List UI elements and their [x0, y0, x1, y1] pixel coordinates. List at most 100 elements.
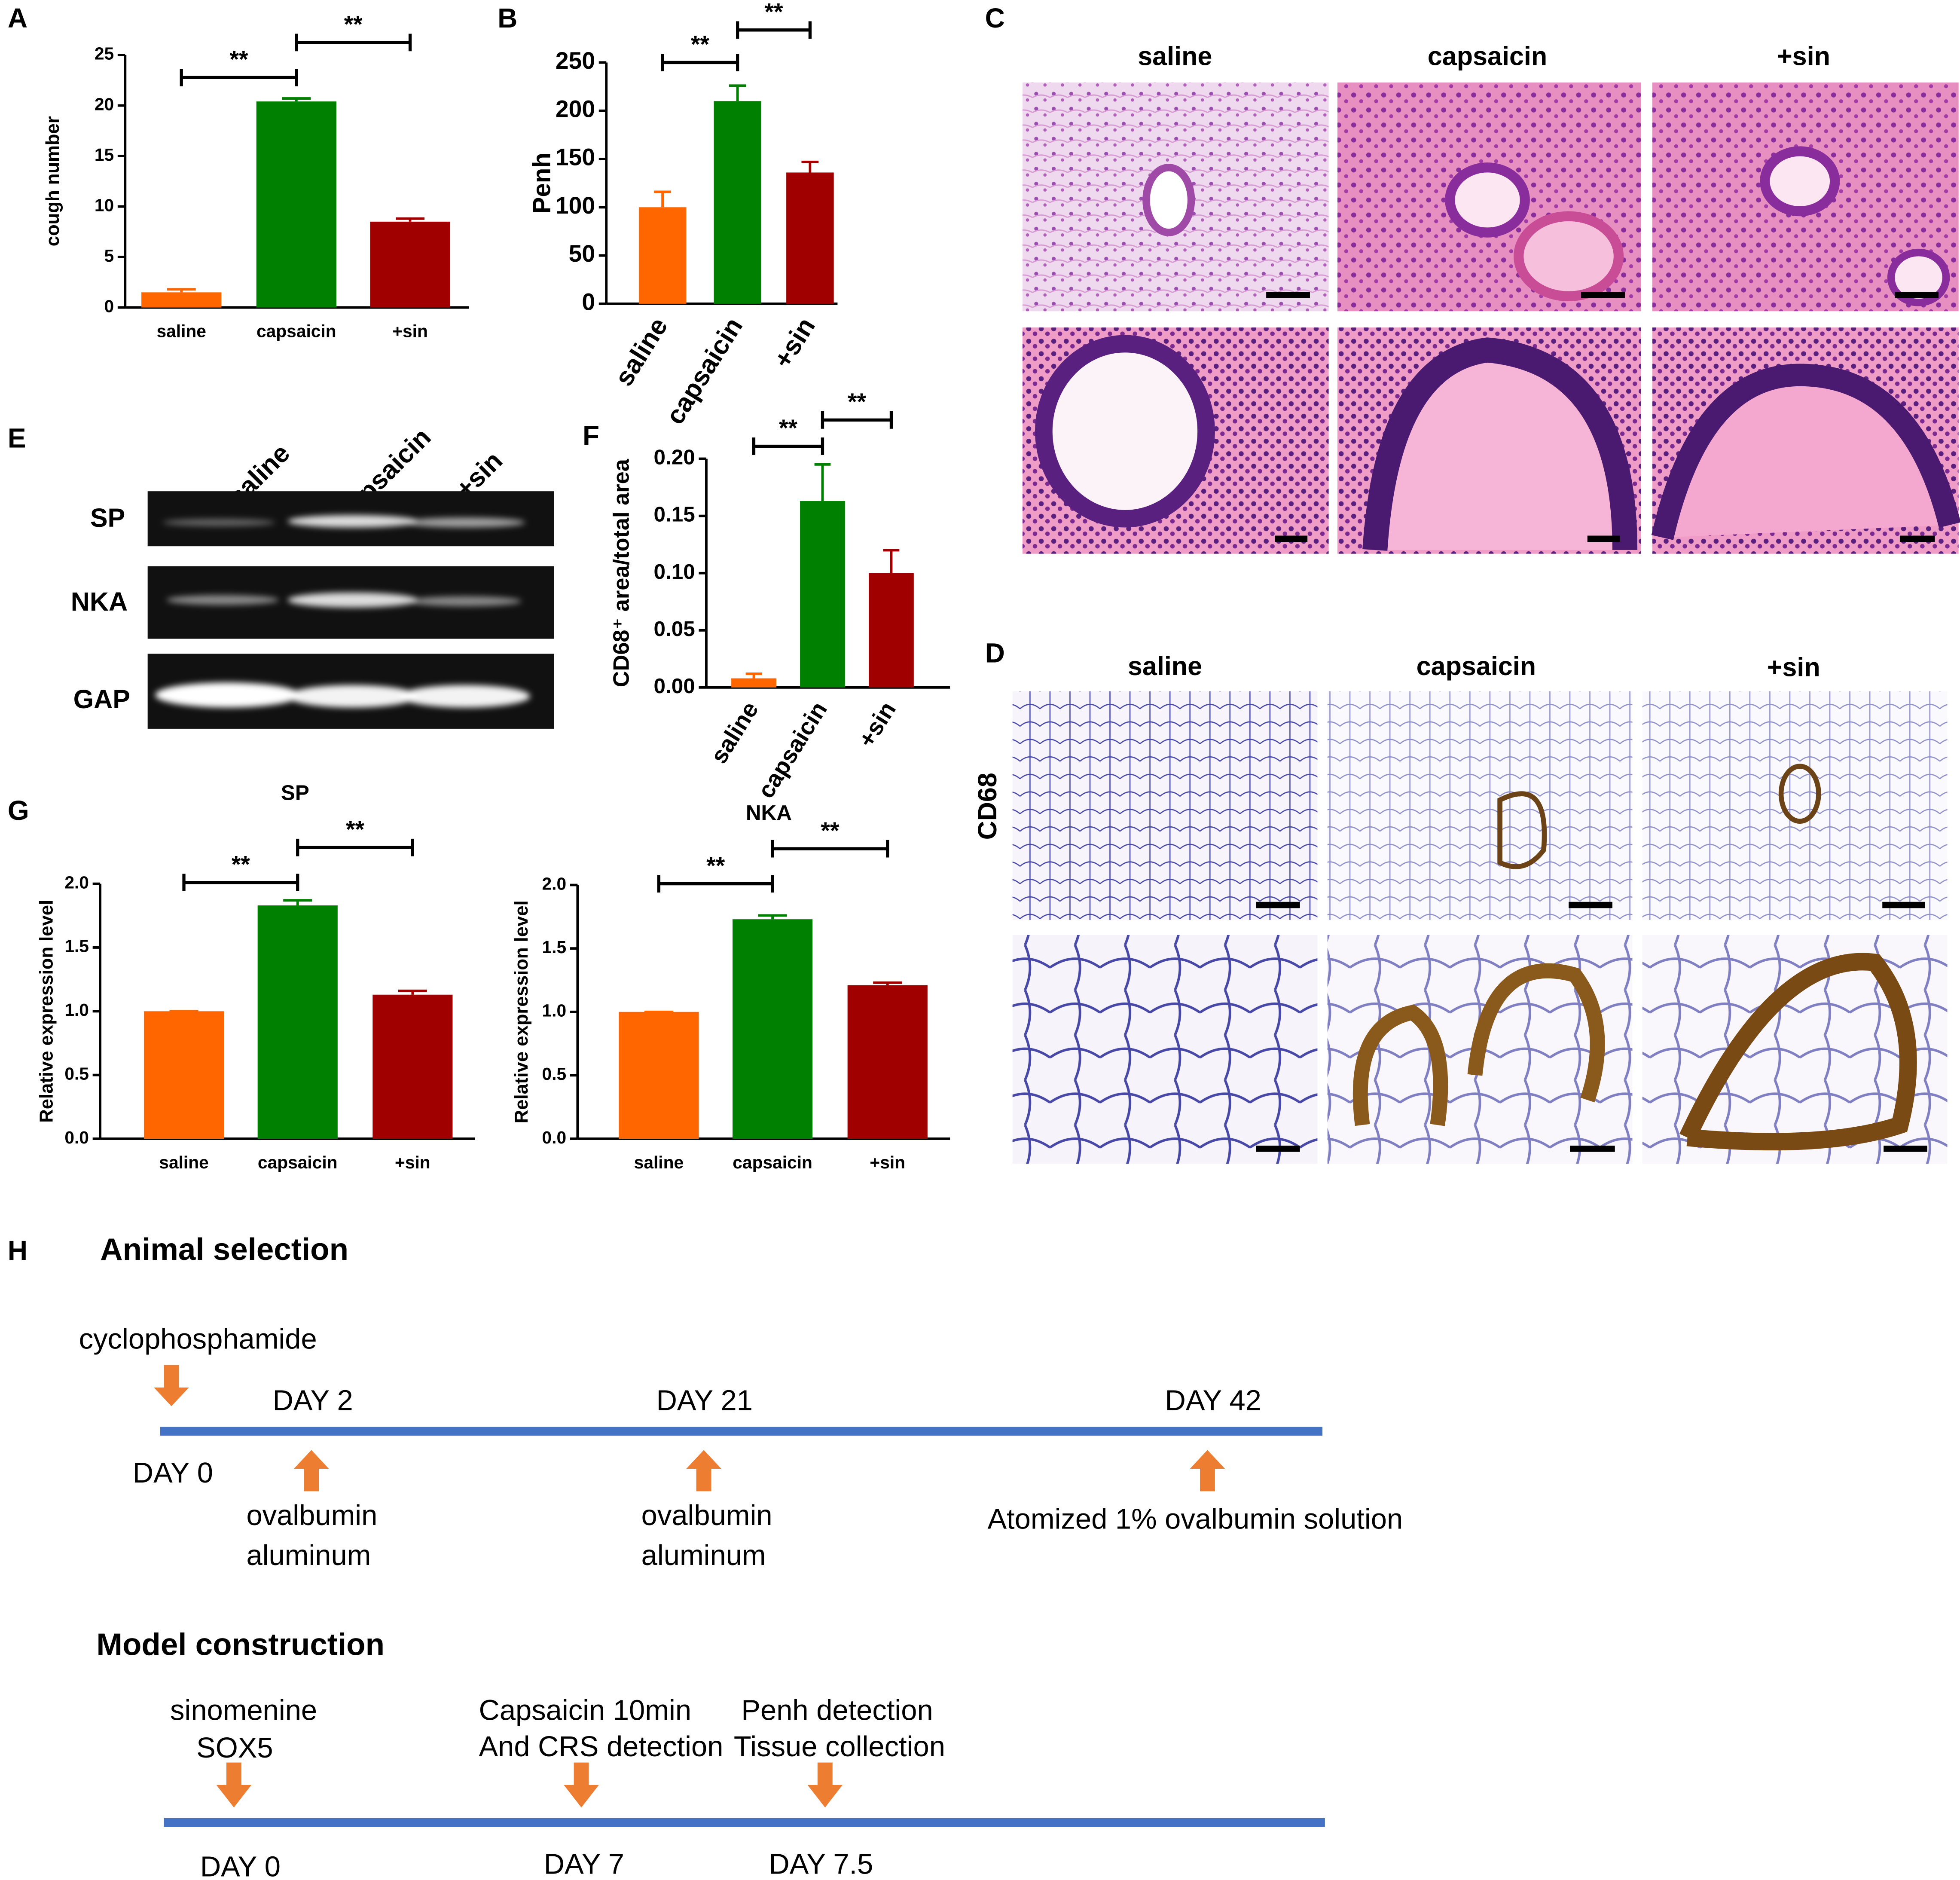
y-tick-label: 200 — [556, 95, 595, 122]
panel-label: A — [8, 3, 27, 34]
x-tick-label: +sin — [392, 321, 428, 341]
error-bar — [745, 673, 762, 679]
x-tick-label: capsaicin — [752, 697, 832, 803]
y-tick-label: 0.10 — [654, 560, 695, 584]
chart-title: NKA — [746, 801, 792, 825]
significance-bracket — [771, 840, 889, 858]
bar — [786, 172, 834, 304]
bar — [370, 221, 450, 308]
y-tick-label: 15 — [95, 145, 114, 165]
row-label: NKA — [71, 587, 128, 616]
y-tick-label: 0 — [104, 296, 114, 316]
bar — [143, 1011, 224, 1139]
panel-label: D — [985, 638, 1005, 669]
significance-label: ** — [346, 816, 365, 843]
bar — [714, 101, 761, 304]
error-bar — [398, 989, 427, 995]
x-tick-label: capsaicin — [733, 1152, 812, 1172]
bar — [847, 985, 928, 1139]
significance-label: ** — [706, 852, 725, 879]
panel-label: G — [8, 795, 29, 826]
error-bar — [282, 97, 311, 102]
bar — [372, 994, 453, 1139]
bar — [638, 207, 687, 304]
error-bar — [814, 463, 831, 501]
bar — [869, 573, 914, 688]
event-label: ovalbumin — [641, 1499, 772, 1532]
x-tick-label: saline — [705, 697, 763, 768]
y-tick-label: 0.0 — [64, 1128, 89, 1147]
error-bar — [729, 84, 746, 101]
error-bar — [758, 914, 787, 920]
y-axis-label: CD68⁺ area/total area — [609, 459, 634, 687]
event-label: aluminum — [641, 1539, 766, 1571]
y-tick-label: 0 — [582, 288, 595, 315]
y-tick-label: 100 — [556, 192, 595, 219]
bar — [256, 101, 336, 308]
y-tick-label: 0.05 — [654, 617, 695, 641]
event-label: aluminum — [246, 1539, 371, 1571]
significance-bracket — [752, 437, 824, 455]
significance-label: ** — [344, 11, 363, 38]
y-tick-label: 0.20 — [654, 446, 695, 469]
significance-bracket — [821, 411, 893, 429]
x-tick-label: +sin — [768, 312, 821, 373]
error-bar — [167, 288, 196, 293]
y-axis-label: Relative expression level — [37, 900, 57, 1123]
arrows — [216, 1762, 843, 1808]
day-label: DAY 0 — [133, 1457, 213, 1489]
x-tick-label: saline — [159, 1152, 208, 1172]
day-label: DAY 21 — [656, 1384, 753, 1416]
significance-bracket — [661, 54, 739, 71]
ihc-micrographs — [1012, 691, 1948, 1164]
significance-bracket — [296, 838, 414, 856]
error-bar — [283, 899, 312, 906]
y-tick-label: 50 — [569, 240, 595, 267]
day-label: DAY 0 — [200, 1850, 281, 1880]
y-axis-label: cough number — [43, 116, 63, 246]
day-label: DAY 2 — [273, 1384, 353, 1416]
bar — [141, 292, 222, 308]
bar — [731, 678, 776, 688]
panel-label: F — [583, 420, 599, 451]
y-tick-label: 0.5 — [542, 1064, 567, 1084]
section-title: Animal selection — [100, 1232, 348, 1267]
significance-bracket — [180, 68, 298, 86]
bar — [733, 919, 813, 1139]
significance-bracket — [736, 21, 812, 39]
column-title: +sin — [1767, 653, 1820, 682]
column-title: capsaicin — [1428, 41, 1547, 70]
panel-label: B — [498, 3, 517, 34]
event-label: cyclophosphamide — [79, 1323, 317, 1355]
panel-label: C — [985, 3, 1005, 34]
x-tick-label: saline — [156, 321, 206, 341]
significance-label: ** — [230, 46, 249, 73]
section-title: Model construction — [96, 1627, 385, 1662]
arrows — [154, 1365, 1225, 1492]
y-tick-label: 0.15 — [654, 503, 695, 526]
error-bar — [883, 549, 900, 573]
x-tick-label: +sin — [853, 697, 901, 752]
error-bar — [654, 190, 672, 208]
event-label: And CRS detection — [479, 1730, 724, 1763]
event-label: Penh detection — [741, 1694, 933, 1727]
y-tick-label: 20 — [95, 94, 114, 114]
he-micrographs — [1022, 82, 1960, 554]
western-blot — [147, 491, 554, 729]
timeline: Animal selection cyclophosphamide DAY 0 … — [79, 1232, 1403, 1880]
y-tick-label: 1.0 — [64, 1000, 89, 1020]
error-bar — [873, 981, 902, 985]
error-bar — [396, 217, 425, 222]
y-tick-label: 2.0 — [64, 872, 89, 892]
significance-label: ** — [232, 851, 250, 877]
y-tick-label: 2.0 — [542, 874, 567, 893]
significance-label: ** — [779, 415, 798, 441]
y-tick-label: 150 — [556, 144, 595, 171]
y-tick-label: 25 — [95, 44, 114, 64]
y-tick-label: 1.5 — [542, 937, 567, 957]
bar — [619, 1012, 699, 1139]
x-tick-label: capsaicin — [258, 1152, 338, 1172]
error-bar — [801, 160, 819, 173]
y-tick-label: 0.5 — [64, 1064, 89, 1083]
significance-label: ** — [691, 31, 710, 58]
